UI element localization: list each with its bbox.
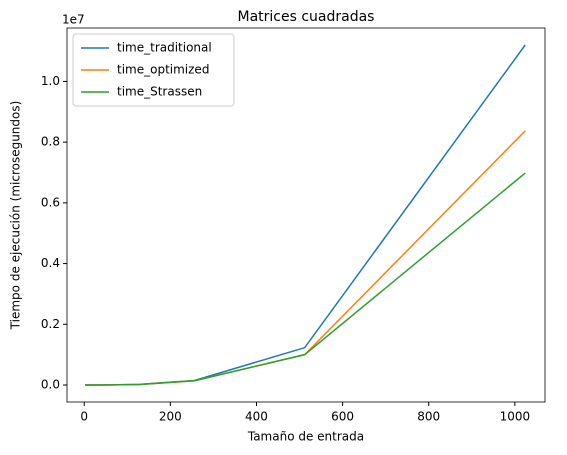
x-tick-label: 600	[331, 410, 354, 424]
chart-title: Matrices cuadradas	[238, 9, 375, 25]
legend-label: time_traditional	[117, 41, 212, 55]
y-tick-label: 1.0	[41, 74, 60, 88]
x-axis-label: Tamaño de entrada	[247, 430, 364, 444]
y-tick-label: 0.0	[41, 378, 60, 392]
x-tick-label: 0	[80, 410, 88, 424]
y-axis-label: Tiempo de ejecución (microsegundos)	[9, 101, 23, 331]
y-tick-label: 0.2	[41, 317, 60, 331]
x-tick-label: 1000	[500, 410, 531, 424]
series-line	[85, 172, 526, 386]
legend-box	[72, 33, 235, 107]
legend-label: time_Strassen	[117, 85, 202, 99]
x-tick-label: 200	[159, 410, 182, 424]
legend-label: time_optimized	[117, 63, 209, 77]
plot-frame	[66, 27, 546, 403]
y-tick-label: 0.6	[41, 195, 60, 209]
y-tick-label: 0.8	[41, 135, 60, 149]
y-tick-label: 0.4	[41, 256, 60, 270]
x-tick-label: 800	[417, 410, 440, 424]
x-tick-label: 400	[245, 410, 268, 424]
y-offset-label: 1e7	[62, 13, 85, 27]
